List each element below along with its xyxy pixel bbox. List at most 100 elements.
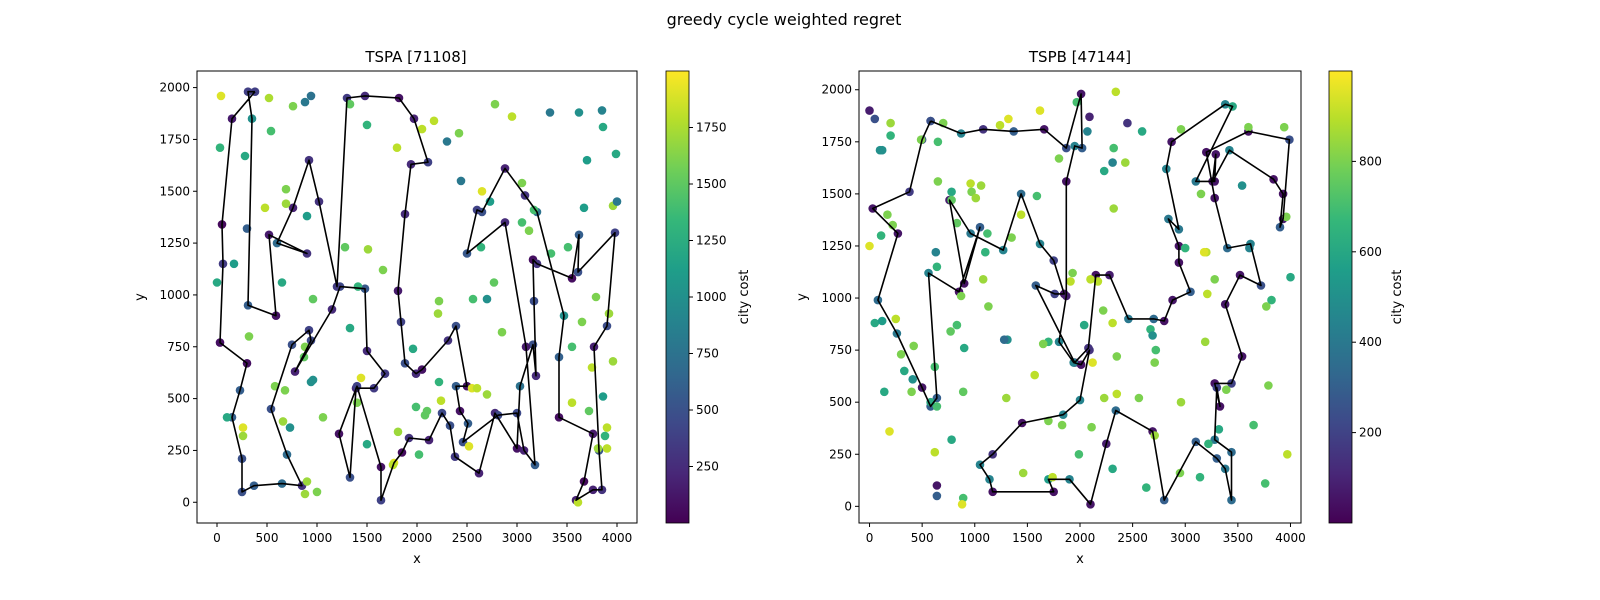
city-point [1283, 450, 1292, 459]
city-point [302, 477, 312, 486]
city-point [608, 357, 618, 366]
y-tick-label: 0 [182, 495, 190, 509]
city-point [1203, 289, 1212, 299]
city-point [933, 137, 943, 147]
city-point [1260, 479, 1270, 488]
city-point [285, 423, 295, 432]
city-point [1204, 439, 1213, 449]
city-point [244, 332, 254, 341]
city-point [1085, 112, 1094, 122]
city-point [308, 375, 318, 385]
city-point [353, 282, 363, 291]
city-point [1123, 118, 1132, 128]
city-point [952, 218, 962, 228]
y-tick-label: 0 [844, 499, 852, 513]
city-point [966, 179, 975, 188]
city-point [238, 423, 248, 432]
city-point [489, 278, 499, 287]
x-tick-label: 4000 [602, 531, 633, 545]
axes-frame [196, 70, 638, 524]
city-point [978, 275, 988, 284]
city-point [971, 193, 981, 203]
city-point [434, 377, 444, 387]
city-point [1057, 420, 1067, 430]
city-point [222, 413, 232, 422]
city-point [876, 231, 886, 240]
y-tick-label: 250 [829, 447, 852, 461]
city-point [411, 402, 421, 412]
colorbar-gradient [665, 70, 690, 524]
city-point [591, 292, 601, 302]
city-point [1134, 393, 1144, 403]
city-point [1088, 358, 1097, 367]
city-point [981, 247, 990, 257]
city-point [229, 259, 239, 269]
city-point [870, 318, 880, 328]
city-point [340, 242, 350, 252]
city-point [959, 343, 969, 353]
x-tick-label: 2500 [1117, 531, 1148, 545]
city-point [216, 91, 226, 101]
y-tick-label: 2000 [159, 81, 190, 95]
y-tick-label: 1000 [821, 291, 852, 305]
city-point [1150, 431, 1159, 440]
colorbar-tick-label: 400 [1359, 335, 1382, 349]
city-point [880, 387, 889, 397]
city-point [967, 187, 976, 197]
city-point [278, 417, 288, 426]
city-point [408, 344, 418, 354]
city-point [932, 491, 942, 501]
city-point [238, 431, 248, 441]
city-point [1004, 114, 1013, 124]
city-point [593, 444, 603, 453]
city-point [865, 106, 874, 115]
city-point [472, 383, 482, 393]
city-point [517, 218, 527, 227]
colorbar-tick-label: 200 [1359, 426, 1382, 440]
city-point [612, 197, 622, 206]
city-point [456, 176, 466, 186]
city-point [497, 327, 507, 337]
city-point [266, 126, 276, 136]
city-point [464, 442, 474, 451]
city-point [947, 187, 956, 197]
city-point [1112, 389, 1122, 399]
x-tick-label: 3500 [1223, 531, 1254, 545]
city-point [577, 317, 587, 327]
city-point [414, 450, 424, 459]
city-point [597, 106, 607, 115]
city-point [930, 447, 940, 457]
city-point [281, 184, 291, 194]
city-point [932, 402, 942, 411]
city-point [442, 137, 452, 146]
figure-title: greedy cycle weighted regret [667, 10, 902, 29]
x-axis-label: x [413, 552, 421, 567]
x-tick-label: 0 [866, 531, 874, 545]
city-point [1200, 337, 1210, 347]
city-point [436, 396, 446, 406]
city-point [545, 108, 555, 117]
x-tick-label: 500 [911, 531, 934, 545]
y-tick-label: 1750 [159, 132, 190, 146]
city-point [281, 199, 291, 208]
y-tick-label: 250 [167, 443, 190, 457]
city-point [582, 155, 592, 165]
city-point [345, 323, 355, 333]
city-point [946, 327, 955, 336]
city-point [1018, 468, 1028, 478]
x-tick-label: 500 [256, 531, 279, 545]
x-tick-label: 2000 [402, 531, 433, 545]
city-point [420, 410, 430, 420]
city-point [454, 128, 464, 138]
city-point [1142, 483, 1151, 492]
city-point [1199, 247, 1209, 257]
colorbar-tick-label: 1000 [696, 290, 727, 304]
city-point [1210, 275, 1219, 284]
city-point [482, 294, 492, 304]
city-point [932, 481, 942, 490]
colorbar-tick-label: 750 [696, 347, 719, 361]
city-point [952, 320, 962, 330]
city-point [1176, 125, 1186, 134]
city-point [277, 278, 287, 287]
city-point [288, 101, 298, 111]
